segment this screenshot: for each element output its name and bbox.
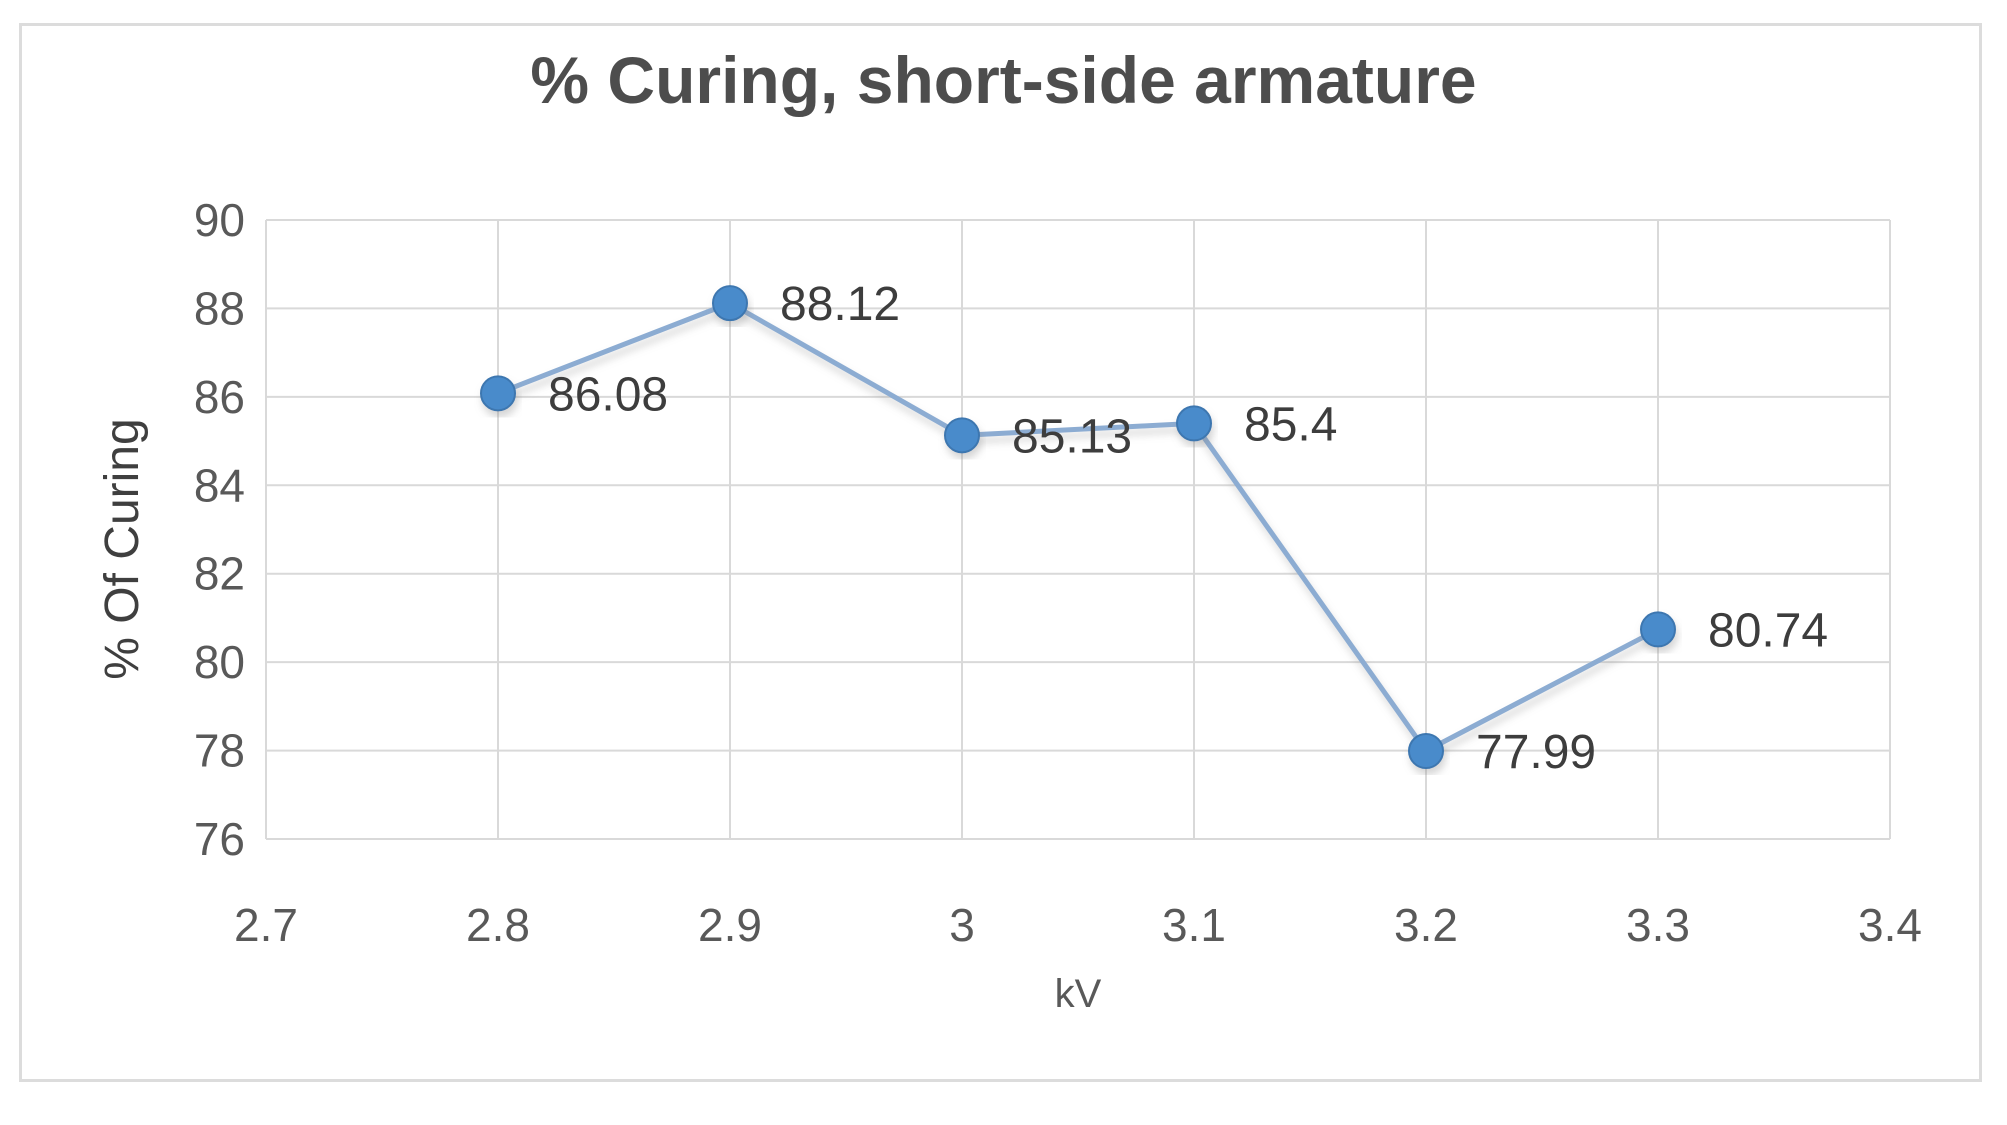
data-point-label: 85.4 bbox=[1244, 398, 1337, 451]
data-point-label: 85.13 bbox=[1012, 410, 1132, 463]
y-tick-label: 78 bbox=[194, 725, 245, 777]
data-point-marker bbox=[1408, 733, 1444, 770]
x-tick-label: 3.2 bbox=[1394, 899, 1458, 951]
chart-frame bbox=[19, 23, 1982, 1082]
x-tick-label: 3.1 bbox=[1162, 899, 1226, 951]
data-point-marker bbox=[1640, 611, 1676, 648]
y-tick-label: 80 bbox=[194, 636, 245, 688]
y-tick-label: 76 bbox=[194, 813, 245, 865]
y-tick-label: 90 bbox=[194, 194, 245, 246]
data-point-marker bbox=[1176, 405, 1212, 442]
y-tick-label: 88 bbox=[194, 282, 245, 334]
series-line bbox=[497, 300, 1660, 754]
x-axis-title: kV bbox=[1054, 972, 1102, 1016]
x-tick-label: 3 bbox=[949, 899, 975, 951]
data-point-marker bbox=[480, 375, 516, 412]
data-point-label: 86.08 bbox=[548, 368, 668, 421]
data-point-label: 77.99 bbox=[1476, 726, 1596, 779]
x-tick-label: 3.4 bbox=[1858, 899, 1922, 951]
x-tick-label: 2.9 bbox=[698, 899, 762, 951]
data-point-marker bbox=[712, 285, 748, 322]
data-point-marker bbox=[944, 417, 980, 454]
x-tick-label: 2.7 bbox=[234, 899, 298, 951]
y-tick-label: 82 bbox=[194, 548, 245, 600]
y-axis-title: % Of Curing bbox=[96, 418, 149, 680]
y-tick-label: 86 bbox=[194, 371, 245, 423]
data-point-label: 80.74 bbox=[1708, 604, 1828, 657]
x-tick-label: 2.8 bbox=[466, 899, 530, 951]
x-tick-label: 3.3 bbox=[1626, 899, 1690, 951]
chart-title: % Curing, short-side armature bbox=[530, 43, 1477, 117]
y-tick-label: 84 bbox=[194, 459, 245, 511]
data-point-label: 88.12 bbox=[780, 278, 900, 331]
